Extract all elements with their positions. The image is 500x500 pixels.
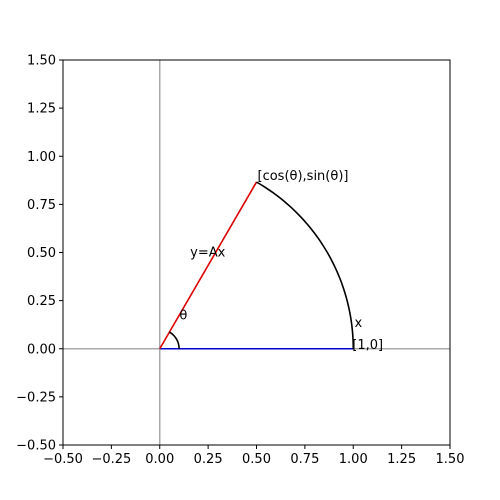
y-tick-label: 0.25	[27, 294, 56, 309]
y-tick-label: −0.50	[16, 439, 56, 454]
x-tick-label: 1.00	[339, 452, 368, 467]
y-tick-label: 1.25	[27, 102, 56, 117]
theta-angle-arc	[169, 331, 180, 349]
tick-layer: −0.50 −0.25 0.00 0.25 0.50 0.75 1.00 1.25 1.50 −0…	[16, 54, 464, 468]
unit-circle-arc	[256, 181, 355, 349]
y-tick-label: 1.50	[27, 54, 56, 69]
data-layer	[63, 60, 450, 445]
annotation-x: x	[355, 316, 363, 331]
x-tick-label: −0.50	[43, 452, 83, 467]
annotation-layer: [cos(θ),sin(θ)] y=Ax θ x [1,0]	[179, 169, 383, 353]
x-tick-label: 1.25	[387, 452, 416, 467]
x-tick-label: 1.50	[436, 452, 465, 467]
y-tick-label: −0.25	[16, 390, 56, 405]
x-tick-label: 0.75	[290, 452, 319, 467]
vector-ax	[159, 181, 258, 350]
y-tick-label: 0.00	[27, 342, 56, 357]
x-tick-label: 0.00	[145, 452, 174, 467]
annotation-unit-point: [1,0]	[352, 338, 383, 353]
annotation-y-equals-ax: y=Ax	[190, 246, 225, 261]
y-tick-label: 0.50	[27, 246, 56, 261]
y-tick-label: 0.75	[27, 198, 56, 213]
x-tick-label: −0.25	[91, 452, 131, 467]
annotation-cos-sin-point: [cos(θ),sin(θ)]	[258, 169, 349, 184]
y-tick-label: 1.00	[27, 150, 56, 165]
annotation-theta: θ	[179, 308, 187, 323]
x-tick-label: 0.50	[242, 452, 271, 467]
x-tick-label: 0.25	[194, 452, 223, 467]
